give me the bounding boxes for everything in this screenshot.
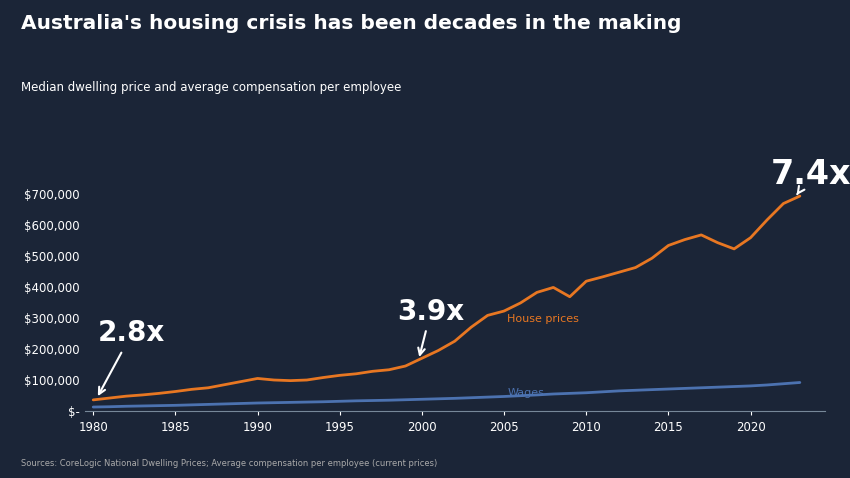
Text: Wages: Wages	[507, 388, 544, 398]
Text: House prices: House prices	[507, 315, 579, 325]
Text: 7.4x: 7.4x	[770, 158, 850, 195]
Text: 3.9x: 3.9x	[397, 298, 464, 355]
Text: Sources: CoreLogic National Dwelling Prices; Average compensation per employee (: Sources: CoreLogic National Dwelling Pri…	[21, 459, 438, 468]
Text: Australia's housing crisis has been decades in the making: Australia's housing crisis has been deca…	[21, 14, 682, 33]
Text: Median dwelling price and average compensation per employee: Median dwelling price and average compen…	[21, 81, 401, 94]
Text: 2.8x: 2.8x	[98, 319, 166, 394]
